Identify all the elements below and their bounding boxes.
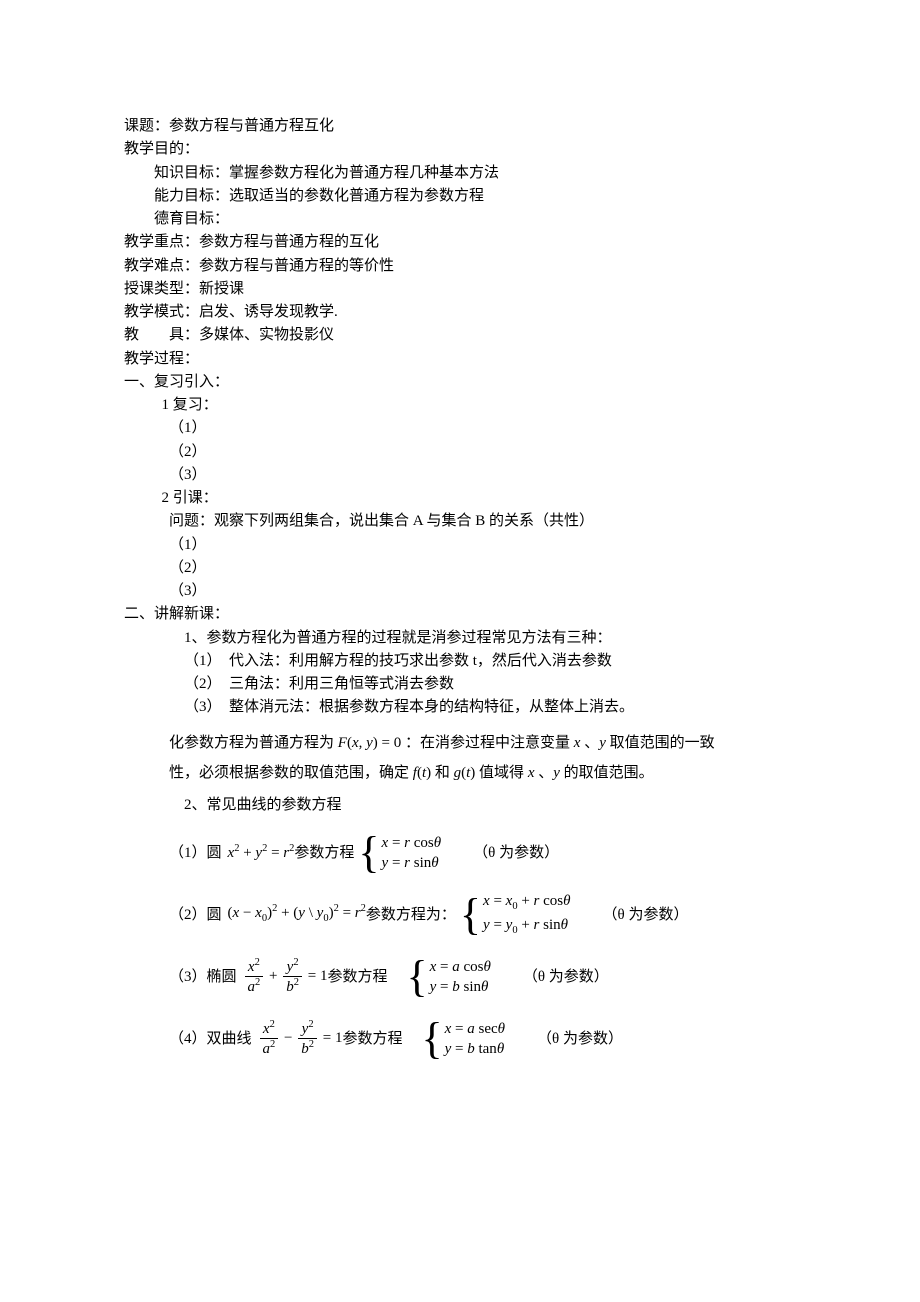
math-y: y	[599, 735, 606, 751]
intro-item-2: （2）	[124, 557, 796, 580]
math-x: x	[574, 735, 581, 751]
process-label: 教学过程：	[124, 348, 796, 371]
s2-method3: （3） 整体消元法：根据参数方程本身的结构特征，从整体上消去。	[124, 696, 796, 719]
intro-question: 问题：观察下列两组集合，说出集合 A 与集合 B 的关系（共性）	[124, 510, 796, 533]
eq2-mid: 参数方程为：	[366, 906, 456, 924]
s2-method2: （2） 三角法：利用三角恒等式消去参数	[124, 673, 796, 696]
para-c: 取值范围的一致	[610, 735, 715, 751]
topic: 课题：参数方程与普通方程互化	[124, 115, 796, 138]
s2-point2: 2、常见曲线的参数方程	[124, 794, 796, 817]
review-label: 1 复习：	[124, 394, 796, 417]
math-F: F	[338, 735, 347, 751]
eq2-label: （2）圆	[169, 906, 222, 924]
section1-title: 一、复习引入：	[124, 371, 796, 394]
eq3-lhs: x2a2 + y2b2 = 1	[243, 957, 328, 996]
para-d: 性，必须根据参数的取值范围，确定	[169, 765, 409, 781]
eq1-lhs: x2 + y2 = r2	[228, 843, 295, 862]
knowledge-goal: 知识目标：掌握参数方程化为普通方程几种基本方法	[124, 162, 796, 185]
eq2-lhs: (x − x0)2 + (y \ y0)2 = r2	[228, 903, 366, 926]
key-point: 教学重点：参数方程与普通方程的互化	[124, 231, 796, 254]
s2-paragraph: 化参数方程为普通方程为 F(x, y) = 0 ：在消参过程中注意变量 x 、y…	[124, 728, 796, 788]
eq1-note: （θ 为参数）	[473, 844, 559, 862]
teaching-mode: 教学模式：启发、诱导发现教学.	[124, 301, 796, 324]
tools: 教 具：多媒体、实物投影仪	[124, 324, 796, 347]
equation-circle-origin: （1）圆 x2 + y2 = r2 参数方程 { x = r cosθ y = …	[124, 827, 796, 879]
eq4-note: （θ 为参数）	[537, 1030, 623, 1048]
eq1-label: （1）圆	[169, 844, 222, 862]
math-ft: f	[413, 765, 417, 781]
eq3-system: { x = a cosθ y = b sinθ	[406, 955, 490, 999]
difficult-point: 教学难点：参数方程与普通方程的等价性	[124, 255, 796, 278]
para-b: ：在消参过程中注意变量	[405, 735, 570, 751]
eq4-mid: 参数方程	[342, 1030, 417, 1048]
s2-method1: （1） 代入法：利用解方程的技巧求出参数 t，然后代入消去参数	[124, 650, 796, 673]
eq4-lhs: x2a2 − y2b2 = 1	[258, 1019, 343, 1058]
review-item-3: （3）	[124, 464, 796, 487]
purpose-label: 教学目的：	[124, 138, 796, 161]
section2-title: 二、讲解新课：	[124, 603, 796, 626]
equation-circle-shifted: （2）圆 (x − x0)2 + (y \ y0)2 = r2 参数方程为： {…	[124, 889, 796, 941]
page-root: 课题：参数方程与普通方程互化 教学目的： 知识目标：掌握参数方程化为普通方程几种…	[0, 0, 920, 1302]
intro-label: 2 引课：	[124, 487, 796, 510]
para-a: 化参数方程为普通方程为	[169, 735, 334, 751]
math-gt: g	[454, 765, 462, 781]
eq1-mid: 参数方程	[294, 844, 354, 862]
intro-item-3: （3）	[124, 580, 796, 603]
equation-ellipse: （3）椭圆 x2a2 + y2b2 = 1 参数方程 { x = a cosθ …	[124, 951, 796, 1003]
para-e: 和	[435, 765, 450, 781]
eq2-system: { x = x0 + r cosθ y = y0 + r sinθ	[460, 891, 571, 938]
eq3-note: （θ 为参数）	[523, 968, 609, 986]
review-item-2: （2）	[124, 441, 796, 464]
moral-goal: 德育目标：	[124, 208, 796, 231]
eq3-mid: 参数方程	[327, 968, 402, 986]
para-f: 值域得	[479, 765, 524, 781]
eq4-system: { x = a secθ y = b tanθ	[421, 1017, 505, 1061]
s2-point1: 1、参数方程化为普通方程的过程就是消参过程常见方法有三种：	[124, 627, 796, 650]
eq2-note: （θ 为参数）	[603, 906, 689, 924]
equation-hyperbola: （4）双曲线 x2a2 − y2b2 = 1 参数方程 { x = a secθ…	[124, 1013, 796, 1065]
class-type: 授课类型：新授课	[124, 278, 796, 301]
eq1-system: { x = r cosθ y = r sinθ	[358, 831, 441, 875]
para-g: 的取值范围。	[564, 765, 654, 781]
eq4-label: （4）双曲线	[169, 1030, 252, 1048]
ability-goal: 能力目标：选取适当的参数化普通方程为参数方程	[124, 185, 796, 208]
intro-item-1: （1）	[124, 534, 796, 557]
review-item-1: （1）	[124, 417, 796, 440]
eq3-label: （3）椭圆	[169, 968, 237, 986]
